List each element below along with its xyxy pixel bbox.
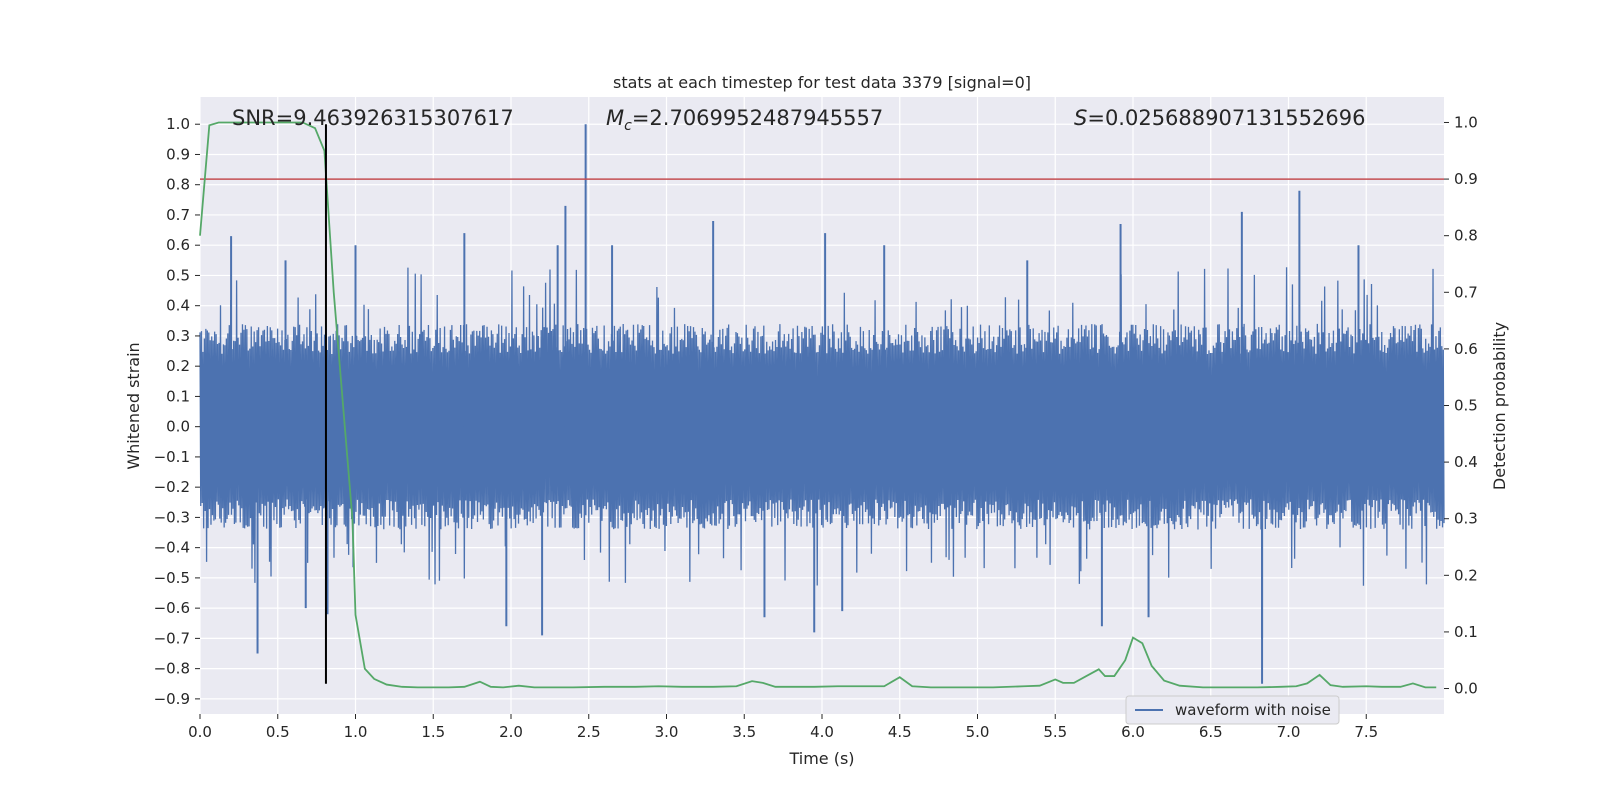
y2-axis-label: Detection probability: [1490, 322, 1509, 490]
x-tick-label: 4.5: [888, 723, 912, 741]
x-tick-label: 1.5: [421, 723, 445, 741]
x-tick-label: 1.0: [344, 723, 368, 741]
chart-title: stats at each timestep for test data 337…: [613, 73, 1031, 92]
waveform-trace: [199, 267, 1445, 586]
y-tick-label: 0.4: [166, 297, 190, 315]
x-tick-label: 3.5: [732, 723, 756, 741]
y2-tick-label: 0.6: [1454, 340, 1478, 358]
x-tick-label: 0.5: [266, 723, 290, 741]
x-tick-label: 2.0: [499, 723, 523, 741]
waveform-with-noise-series: [199, 124, 1445, 684]
axes: 0.0 0.5 1.0 1.5 2.0 2.5 3.0 3.5 4.0 4.5 5.0 5.5 6.0 6…: [154, 113, 1478, 741]
x-tick-label: 5.5: [1043, 723, 1067, 741]
y-tick-label: 0.1: [166, 387, 190, 405]
s-annotation: S=0.025688907131552696: [1074, 106, 1365, 130]
chirp-mass-symbol: M: [606, 106, 624, 130]
legend-label: waveform with noise: [1175, 701, 1331, 719]
y-tick-label: −0.9: [154, 690, 190, 708]
x-tick-label: 0.0: [188, 723, 212, 741]
y-tick-label: −0.8: [154, 660, 190, 678]
y2-tick-label: 0.1: [1454, 623, 1478, 641]
y2-tick-label: 0.3: [1454, 510, 1478, 528]
y2-tick-label: 1.0: [1454, 113, 1478, 131]
legend-box: [1125, 695, 1340, 725]
s-value: =0.025688907131552696: [1087, 106, 1365, 130]
x-tick-label: 7.0: [1277, 723, 1301, 741]
y-tick-label: −0.1: [154, 448, 190, 466]
x-tick-label: 5.0: [966, 723, 990, 741]
y-tick-label: 0.5: [166, 266, 190, 284]
y-tick-label: −0.5: [154, 569, 190, 587]
y2-tick-label: 0.5: [1454, 397, 1478, 415]
y-tick-label: 0.3: [166, 327, 190, 345]
x-tick-label: 2.5: [577, 723, 601, 741]
y2-tick-label: 0.0: [1454, 680, 1478, 698]
x-tick-label: 3.0: [655, 723, 679, 741]
y-tick-label: 1.0: [166, 115, 190, 133]
y2-tick-label: 0.2: [1454, 566, 1478, 584]
x-tick-label: 7.5: [1354, 723, 1378, 741]
x-tick-label: 6.0: [1121, 723, 1145, 741]
y-tick-label: 0.0: [166, 418, 190, 436]
y-tick-label: 0.8: [166, 176, 190, 194]
snr-annotation: SNR=9.463926315307617: [232, 106, 514, 130]
x-axis-label: Time (s): [788, 749, 854, 768]
y-tick-label: −0.4: [154, 539, 190, 557]
chirp-mass-annotation: Mc=2.7069952487945557: [606, 106, 883, 134]
y-tick-label: −0.7: [154, 629, 190, 647]
x-tick-label: 4.0: [810, 723, 834, 741]
y2-tick-label: 0.7: [1454, 283, 1478, 301]
chirp-mass-subscript: c: [624, 118, 632, 134]
y2-tick-label: 0.4: [1454, 453, 1478, 471]
y-tick-label: −0.3: [154, 508, 190, 526]
y-tick-label: 0.2: [166, 357, 190, 375]
y-tick-label: 0.6: [166, 236, 190, 254]
y-tick-label: 0.9: [166, 145, 190, 163]
y2-tick-label: 0.8: [1454, 227, 1478, 245]
y-tick-label: −0.6: [154, 599, 190, 617]
detection-probability-line: [199, 121, 1437, 689]
overlay: [199, 121, 1444, 689]
y-tick-label: 0.7: [166, 206, 190, 224]
y2-tick-label: 0.9: [1454, 170, 1478, 188]
legend: waveform with noise: [1125, 695, 1340, 725]
chirp-mass-value: =2.7069952487945557: [632, 106, 883, 130]
s-symbol: S: [1074, 106, 1087, 130]
y-tick-label: −0.2: [154, 478, 190, 496]
x-tick-label: 6.5: [1199, 723, 1223, 741]
y-axis-label: Whitened strain: [124, 342, 143, 469]
